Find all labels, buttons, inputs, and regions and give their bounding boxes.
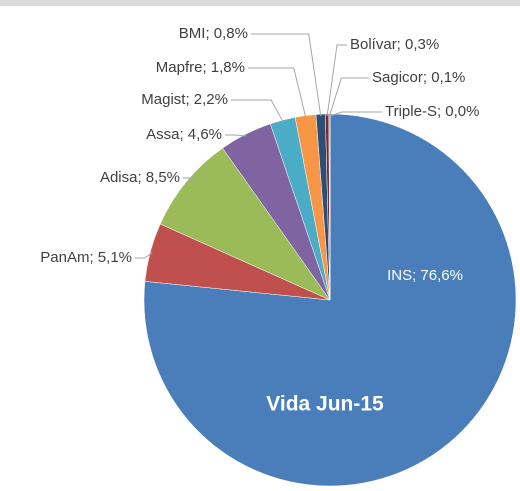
data-label: Sagicor; 0,1% (372, 69, 465, 86)
data-label: Adisa; 8,5% (100, 169, 180, 186)
chart-title: Vida Jun-15 (266, 393, 384, 416)
leader-line (135, 252, 153, 259)
leader-line (326, 44, 347, 117)
data-label: Assa; 4,6% (146, 126, 222, 143)
leader-line (248, 67, 307, 118)
data-label: Magist; 2,2% (141, 91, 228, 108)
data-label: BMI; 0,8% (179, 25, 248, 42)
pie-slice (159, 147, 331, 301)
data-label: PanAm; 5,1% (40, 249, 132, 266)
leader-line (251, 33, 322, 117)
data-label: Bolívar; 0,3% (350, 36, 439, 53)
leader-line (328, 77, 369, 117)
leader-line (183, 177, 195, 184)
top-border (0, 0, 520, 6)
data-label: Mapfre; 1,8% (156, 59, 245, 76)
data-label: INS; 76,6% (387, 267, 463, 284)
leader-line (231, 99, 284, 123)
data-label: Triple-S; 0,0% (385, 103, 479, 120)
leader-line (329, 111, 382, 117)
pie (143, 113, 517, 487)
leader-line (225, 134, 247, 137)
